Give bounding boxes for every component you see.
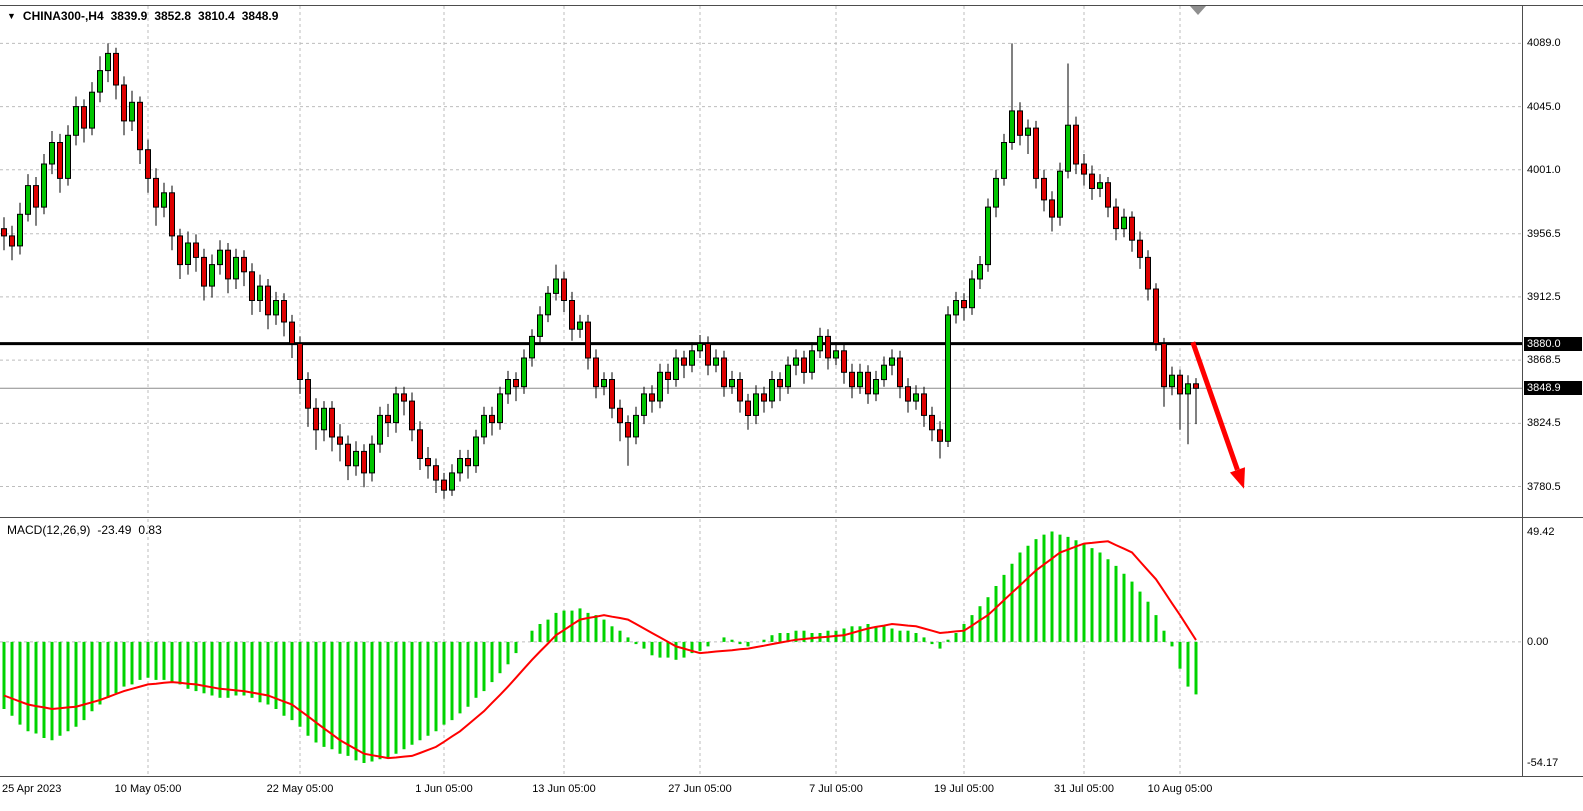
ohlc-high-value: 3852.8 [154,9,192,23]
time-axis-label: 27 Jun 05:00 [668,783,732,795]
time-axis-label: 7 Jul 05:00 [809,783,863,795]
price-axis-label: 3868.5 [1527,354,1561,367]
time-axis-label: 31 Jul 05:00 [1054,783,1114,795]
price-axis-label: 4001.0 [1527,163,1561,176]
time-axis-label: 1 Jun 05:00 [415,783,473,795]
price-axis-label: 3824.5 [1527,417,1561,430]
macd-signal-value: 0.83 [138,523,162,537]
price-axis-label: 3912.5 [1527,290,1561,303]
macd-name-label: MACD(12,26,9) [7,523,91,537]
macd-histogram [2,531,1198,763]
price-axis[interactable]: 3880.0 3848.9 4089.0 4045.0 4001.0 3956.5 39… [1523,0,1583,777]
time-axis[interactable]: 25 Apr 2023 10 May 05:00 22 May 05:00 1 Jun… [0,777,1583,811]
symbol-timeframe-label: CHINA300-,H4 [22,9,104,23]
chart-title: ▼ CHINA300-,H4 3839.9 3852.8 3810.4 3848… [7,9,278,23]
time-axis-label: 10 Aug 05:00 [1147,783,1213,795]
macd-axis-label: 49.42 [1527,525,1555,538]
ohlc-low-value: 3810.4 [198,9,235,23]
price-axis-label: 4045.0 [1527,100,1561,113]
macd-axis-label: -54.17 [1527,757,1559,769]
price-axis-label: 3780.5 [1527,480,1561,493]
hline-price-badge: 3880.0 [1524,336,1582,351]
ohlc-open-value: 3839.9 [110,9,148,23]
time-axis-label: 19 Jul 05:00 [934,783,994,795]
gridlines [0,6,1522,776]
trend-arrow-annotation[interactable] [1190,341,1245,489]
symbol-dropdown-icon[interactable]: ▼ [7,10,16,21]
price-axis-label: 3956.5 [1527,227,1561,240]
bid-price-badge: 3848.9 [1524,381,1582,396]
price-axis-label: 4089.0 [1527,37,1561,50]
macd-main-value: -23.49 [97,523,132,537]
panel-borders [0,5,1583,777]
macd-signal-line [3,540,1197,760]
time-axis-label: 10 May 05:00 [114,783,182,795]
time-axis-label: 13 Jun 05:00 [532,783,596,795]
macd-indicator-label: MACD(12,26,9) -23.49 0.83 [7,523,162,537]
time-axis-label: 22 May 05:00 [266,783,334,795]
candlesticks [1,43,1199,499]
time-axis-label: 25 Apr 2023 [2,783,62,795]
chart-shift-marker-icon [1190,6,1206,15]
macd-axis-label: 0.00 [1527,635,1549,648]
ohlc-close-value: 3848.9 [241,9,279,23]
